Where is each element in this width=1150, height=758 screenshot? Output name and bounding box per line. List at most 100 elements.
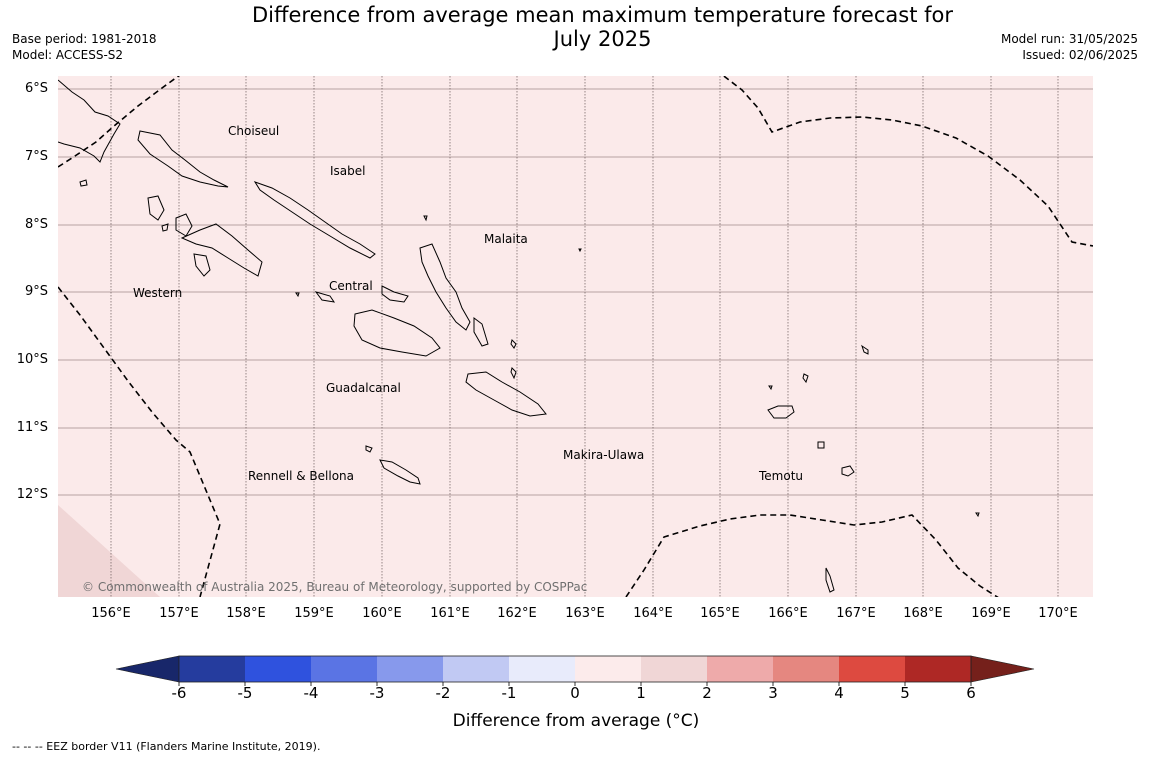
colorbar-segment: [839, 656, 905, 682]
rennell-coast: [379, 459, 421, 485]
lon-label-162e: 162°E: [497, 606, 537, 621]
island-coast: [975, 512, 980, 518]
colorbar-segment: [707, 656, 773, 682]
colorbar-tick-label: -4: [303, 684, 319, 702]
meta-left: Base period: 1981-2018 Model: ACCESS-S2: [12, 31, 157, 63]
colorbar-tick-label: 5: [900, 684, 910, 702]
nendo-coast: [767, 405, 795, 419]
island-coast: [578, 248, 582, 253]
latitude-gridlines: [58, 88, 1093, 496]
region-label-central: Central: [329, 279, 373, 293]
island-coast: [79, 179, 88, 187]
region-label-guadalcanal: Guadalcanal: [326, 381, 401, 395]
map-title: Difference from average mean maximum tem…: [200, 3, 1005, 51]
lon-label-164e: 164°E: [633, 606, 673, 621]
map-canvas: [58, 76, 1093, 597]
lon-label-160e: 160°E: [362, 606, 402, 621]
rendova-coast: [193, 253, 211, 277]
island-coast: [423, 215, 428, 222]
colorbar-tick-label: 2: [702, 684, 712, 702]
colorbar-segment: [905, 656, 971, 682]
lat-label-8s: 8°S: [24, 217, 48, 232]
coastlines: [58, 79, 980, 593]
colorbar-tick-label: -1: [501, 684, 517, 702]
duff-islands-coast: [802, 373, 809, 384]
issued-date: Issued: 02/06/2025: [1022, 48, 1138, 62]
colorbar-segment: [773, 656, 839, 682]
guadalcanal-coast: [353, 309, 441, 357]
new-georgia-coast: [180, 223, 263, 277]
colorbar-tick-label: -3: [369, 684, 385, 702]
florida-islands-coast: [381, 285, 409, 303]
island-coast: [161, 223, 169, 232]
colorbar-over-arrow: [970, 655, 1035, 683]
eez-border-line: [58, 76, 180, 168]
model-run: Model run: 31/05/2025: [1000, 32, 1138, 46]
lon-label-165e: 165°E: [700, 606, 740, 621]
base-period: Base period: 1981-2018: [12, 32, 157, 46]
eez-border-line: [58, 286, 221, 597]
lon-label-156e: 156°E: [91, 606, 131, 621]
isabel-coast: [253, 181, 376, 259]
lon-label-158e: 158°E: [226, 606, 266, 621]
map-background: [58, 76, 1093, 597]
colorbar-tick-label: 0: [570, 684, 580, 702]
region-label-western: Western: [133, 286, 183, 300]
malaita-coast: [419, 243, 471, 331]
lon-label-157e: 157°E: [159, 606, 199, 621]
anuta-coast: [825, 567, 835, 593]
map-area: [58, 76, 1093, 597]
eez-footnote: -- -- -- EEZ border V11 (Flanders Marine…: [12, 740, 321, 753]
russell-islands-coast: [314, 291, 336, 303]
colorbar-under-arrow: [115, 655, 180, 683]
colorbar-segment: [377, 656, 443, 682]
colorbar-segment: [641, 656, 707, 682]
region-label-choiseul: Choiseul: [228, 124, 280, 138]
lat-label-9s: 9°S: [24, 284, 48, 299]
region-label-temotu: Temotu: [759, 469, 804, 483]
anomaly-patch: [58, 505, 160, 597]
lon-label-161e: 161°E: [430, 606, 470, 621]
region-label-malaita: Malaita: [484, 232, 528, 246]
island-coast: [295, 292, 300, 298]
colorbar-tick-label: 1: [636, 684, 646, 702]
vanikoro-coast: [817, 441, 825, 449]
lon-label-169e: 169°E: [971, 606, 1011, 621]
colorbar-tick-label: -2: [435, 684, 451, 702]
colorbar-tick-label: 3: [768, 684, 778, 702]
colorbar-tick-label: 4: [834, 684, 844, 702]
lon-label-163e: 163°E: [565, 606, 605, 621]
lat-label-11s: 11°S: [16, 420, 48, 435]
colorbar-segment: [575, 656, 641, 682]
colorbar-segment: [245, 656, 311, 682]
colorbar-label: Difference from average (°C): [452, 711, 700, 731]
island-coast: [510, 339, 517, 349]
lon-label-167e: 167°E: [836, 606, 876, 621]
lat-label-6s: 6°S: [24, 81, 48, 96]
bellona-coast: [365, 445, 373, 453]
lon-label-168e: 168°E: [903, 606, 943, 621]
colorbar-segments: [115, 655, 1035, 686]
copyright-notice: © Commonwealth of Australia 2025, Bureau…: [82, 580, 588, 594]
makira-coast: [465, 371, 547, 417]
title-line-1: Difference from average mean maximum tem…: [252, 3, 953, 27]
meta-right: Model run: 31/05/2025 Issued: 02/06/2025: [1001, 31, 1138, 63]
choiseul-coast: [137, 130, 229, 188]
model-name: Model: ACCESS-S2: [12, 48, 124, 62]
utupua-coast: [841, 465, 855, 477]
lat-label-10s: 10°S: [16, 352, 48, 367]
small-malaita-coast: [473, 317, 489, 347]
title-line-2: July 2025: [553, 27, 652, 51]
island-coast: [861, 344, 869, 355]
vella-lavella-coast: [147, 195, 165, 221]
colorbar-tick-label: -5: [237, 684, 253, 702]
lon-label-170e: 170°E: [1038, 606, 1078, 621]
colorbar: [115, 655, 1035, 686]
colorbar-tick-label: -6: [171, 684, 187, 702]
region-label-rennell-bellona: Rennell & Bellona: [248, 469, 355, 483]
colorbar-segment: [179, 656, 245, 682]
lon-label-159e: 159°E: [294, 606, 334, 621]
colorbar-segment: [443, 656, 509, 682]
bougainville-coast: [58, 79, 121, 163]
lat-label-12s: 12°S: [16, 487, 48, 502]
